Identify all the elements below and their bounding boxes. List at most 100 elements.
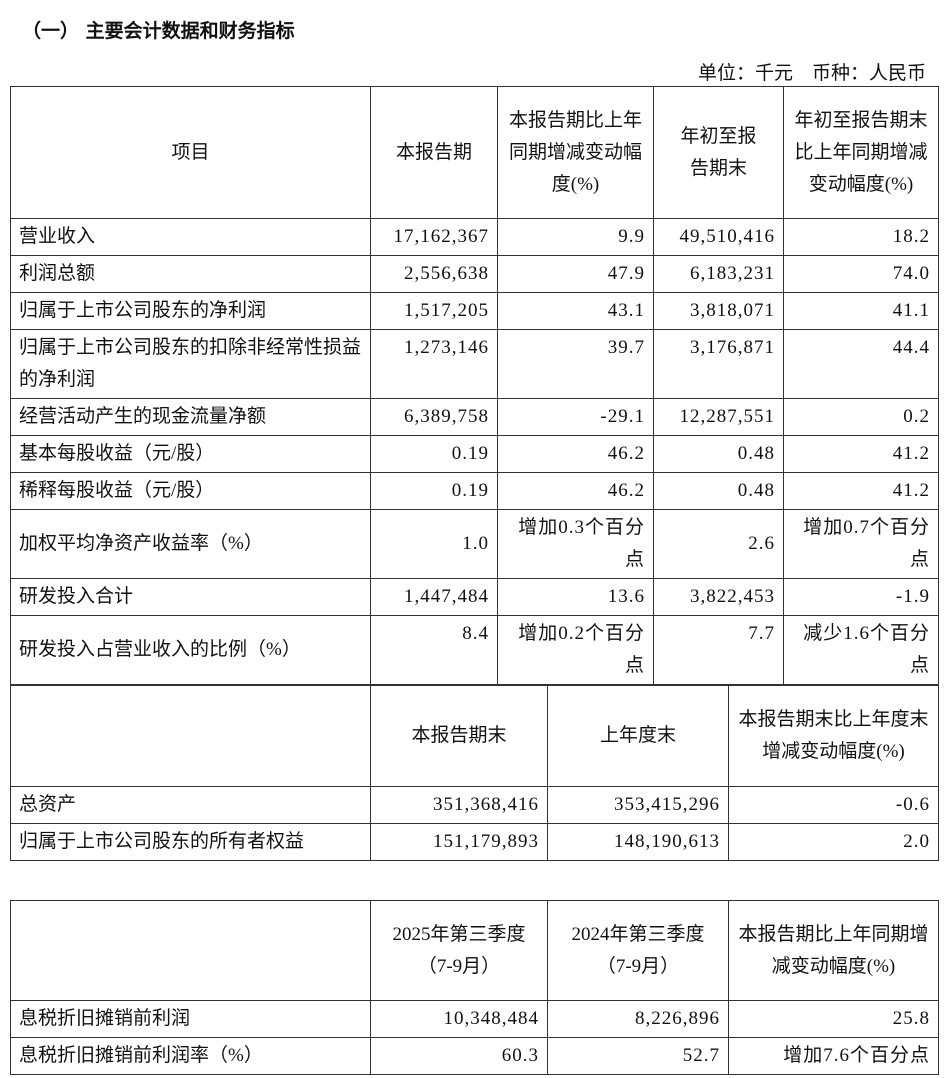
row-label: 归属于上市公司股东的净利润	[10, 292, 371, 330]
cell-value: 41.2	[783, 435, 939, 473]
table-row: 归属于上市公司股东的净利润 1,517,205 43.1 3,818,071 41.1	[10, 292, 939, 330]
cell-value: 12,287,551	[653, 398, 784, 436]
cell-value: 25.8	[728, 1000, 939, 1038]
cell-value: 46.2	[497, 435, 654, 473]
cell-value: 增加0.2个百分点	[497, 615, 654, 685]
row-label: 营业收入	[10, 218, 371, 256]
column-header: 2024年第三季度（7-9月）	[547, 900, 729, 1001]
cell-value: 1,447,484	[370, 578, 498, 616]
column-header: 年初至报告期末比上年同期增减变动幅度(%)	[783, 86, 939, 219]
cell-value: 43.1	[497, 292, 654, 330]
table-header-row: 本报告期末 上年度末 本报告期末比上年度末增减变动幅度(%)	[10, 685, 939, 787]
cell-value: 17,162,367	[370, 218, 498, 256]
cell-value: 10,348,484	[370, 1000, 548, 1038]
table-row: 稀释每股收益（元/股） 0.19 46.2 0.48 41.2	[10, 472, 939, 510]
cell-value: 0.48	[653, 472, 784, 510]
cell-value: 9.9	[497, 218, 654, 256]
table-header-row: 项目 本报告期 本报告期比上年同期增减变动幅度(%) 年初至报告期末 年初至报告…	[10, 86, 939, 219]
cell-value: 351,368,416	[370, 786, 548, 824]
key-financial-data-table: 项目 本报告期 本报告期比上年同期增减变动幅度(%) 年初至报告期末 年初至报告…	[10, 86, 939, 685]
row-label: 息税折旧摊销前利润率（%）	[10, 1037, 371, 1075]
row-label: 总资产	[10, 786, 371, 824]
table-row: 归属于上市公司股东的所有者权益 151,179,893 148,190,613 2.0	[10, 823, 939, 861]
table-row: 息税折旧摊销前利润率（%） 60.3 52.7 增加7.6个百分点	[10, 1037, 939, 1075]
cell-value: 18.2	[783, 218, 939, 256]
column-header	[10, 900, 371, 1001]
row-label: 基本每股收益（元/股）	[10, 435, 371, 473]
cell-value: -1.9	[783, 578, 939, 616]
cell-value: 增加0.3个百分点	[497, 509, 654, 579]
row-label: 利润总额	[10, 255, 371, 293]
row-label: 加权平均净资产收益率（%）	[10, 509, 371, 579]
cell-value: 8.4	[370, 615, 498, 685]
cell-value: -29.1	[497, 398, 654, 436]
table-row: 经营活动产生的现金流量净额 6,389,758 -29.1 12,287,551 0.2	[10, 398, 939, 436]
balance-table: 本报告期末 上年度末 本报告期末比上年度末增减变动幅度(%) 总资产 351,36…	[10, 685, 939, 861]
table-row: 研发投入占营业收入的比例（%） 8.4 增加0.2个百分点 7.7 减少1.6个百分点	[10, 615, 939, 685]
table-row: 基本每股收益（元/股） 0.19 46.2 0.48 41.2	[10, 435, 939, 473]
cell-value: -0.6	[728, 786, 939, 824]
cell-value: 减少1.6个百分点	[783, 615, 939, 685]
cell-value: 增加7.6个百分点	[728, 1037, 939, 1075]
cell-value: 353,415,296	[547, 786, 729, 824]
cell-value: 44.4	[783, 329, 939, 399]
column-header: 本报告期比上年同期增减变动幅度(%)	[728, 900, 939, 1001]
table-row: 息税折旧摊销前利润 10,348,484 8,226,896 25.8	[10, 1000, 939, 1038]
cell-value: 6,389,758	[370, 398, 498, 436]
column-header: 年初至报告期末	[653, 86, 784, 219]
cell-value: 52.7	[547, 1037, 729, 1075]
cell-value: 0.48	[653, 435, 784, 473]
cell-value: 1,273,146	[370, 329, 498, 399]
table-row: 研发投入合计 1,447,484 13.6 3,822,453 -1.9	[10, 578, 939, 616]
column-header: 上年度末	[547, 685, 729, 787]
cell-value: 3,176,871	[653, 329, 784, 399]
row-label: 经营活动产生的现金流量净额	[10, 398, 371, 436]
cell-value: 0.19	[370, 435, 498, 473]
table-row: 加权平均净资产收益率（%） 1.0 增加0.3个百分点 2.6 增加0.7个百分点	[10, 509, 939, 579]
cell-value: 0.2	[783, 398, 939, 436]
cell-value: 47.9	[497, 255, 654, 293]
row-label: 归属于上市公司股东的所有者权益	[10, 823, 371, 861]
row-label: 归属于上市公司股东的扣除非经常性损益的净利润	[10, 329, 371, 399]
column-header: 本报告期	[370, 86, 498, 219]
unit-currency-note: 单位：千元 币种：人民币	[697, 63, 926, 84]
column-header: 本报告期末比上年度末增减变动幅度(%)	[728, 685, 939, 787]
cell-value: 3,818,071	[653, 292, 784, 330]
column-header	[10, 685, 371, 787]
cell-value: 49,510,416	[653, 218, 784, 256]
cell-value: 151,179,893	[370, 823, 548, 861]
column-header: 项目	[10, 86, 371, 219]
cell-value: 60.3	[370, 1037, 548, 1075]
cell-value: 增加0.7个百分点	[783, 509, 939, 579]
cell-value: 46.2	[497, 472, 654, 510]
cell-value: 0.19	[370, 472, 498, 510]
cell-value: 2.6	[653, 509, 784, 579]
table-row: 归属于上市公司股东的扣除非经常性损益的净利润 1,273,146 39.7 3,176…	[10, 329, 939, 399]
section-title: （一） 主要会计数据和财务指标	[22, 20, 295, 42]
cell-value: 74.0	[783, 255, 939, 293]
column-header: 2025年第三季度（7-9月）	[370, 900, 548, 1001]
cell-value: 3,822,453	[653, 578, 784, 616]
cell-value: 1,517,205	[370, 292, 498, 330]
table-header-row: 2025年第三季度（7-9月） 2024年第三季度（7-9月） 本报告期比上年同…	[10, 900, 939, 1001]
cell-value: 7.7	[653, 615, 784, 685]
row-label: 稀释每股收益（元/股）	[10, 472, 371, 510]
cell-value: 6,183,231	[653, 255, 784, 293]
cell-value: 13.6	[497, 578, 654, 616]
cell-value: 1.0	[370, 509, 498, 579]
table-row: 总资产 351,368,416 353,415,296 -0.6	[10, 786, 939, 824]
cell-value: 41.1	[783, 292, 939, 330]
cell-value: 8,226,896	[547, 1000, 729, 1038]
cell-value: 39.7	[497, 329, 654, 399]
row-label: 研发投入占营业收入的比例（%）	[10, 615, 371, 685]
column-header: 本报告期末	[370, 685, 548, 787]
cell-value: 2.0	[728, 823, 939, 861]
table-row: 利润总额 2,556,638 47.9 6,183,231 74.0	[10, 255, 939, 293]
cell-value: 41.2	[783, 472, 939, 510]
column-header: 本报告期比上年同期增减变动幅度(%)	[497, 86, 654, 219]
cell-value: 2,556,638	[370, 255, 498, 293]
row-label: 息税折旧摊销前利润	[10, 1000, 371, 1038]
ebitda-table: 2025年第三季度（7-9月） 2024年第三季度（7-9月） 本报告期比上年同…	[10, 900, 939, 1075]
row-label: 研发投入合计	[10, 578, 371, 616]
cell-value: 148,190,613	[547, 823, 729, 861]
